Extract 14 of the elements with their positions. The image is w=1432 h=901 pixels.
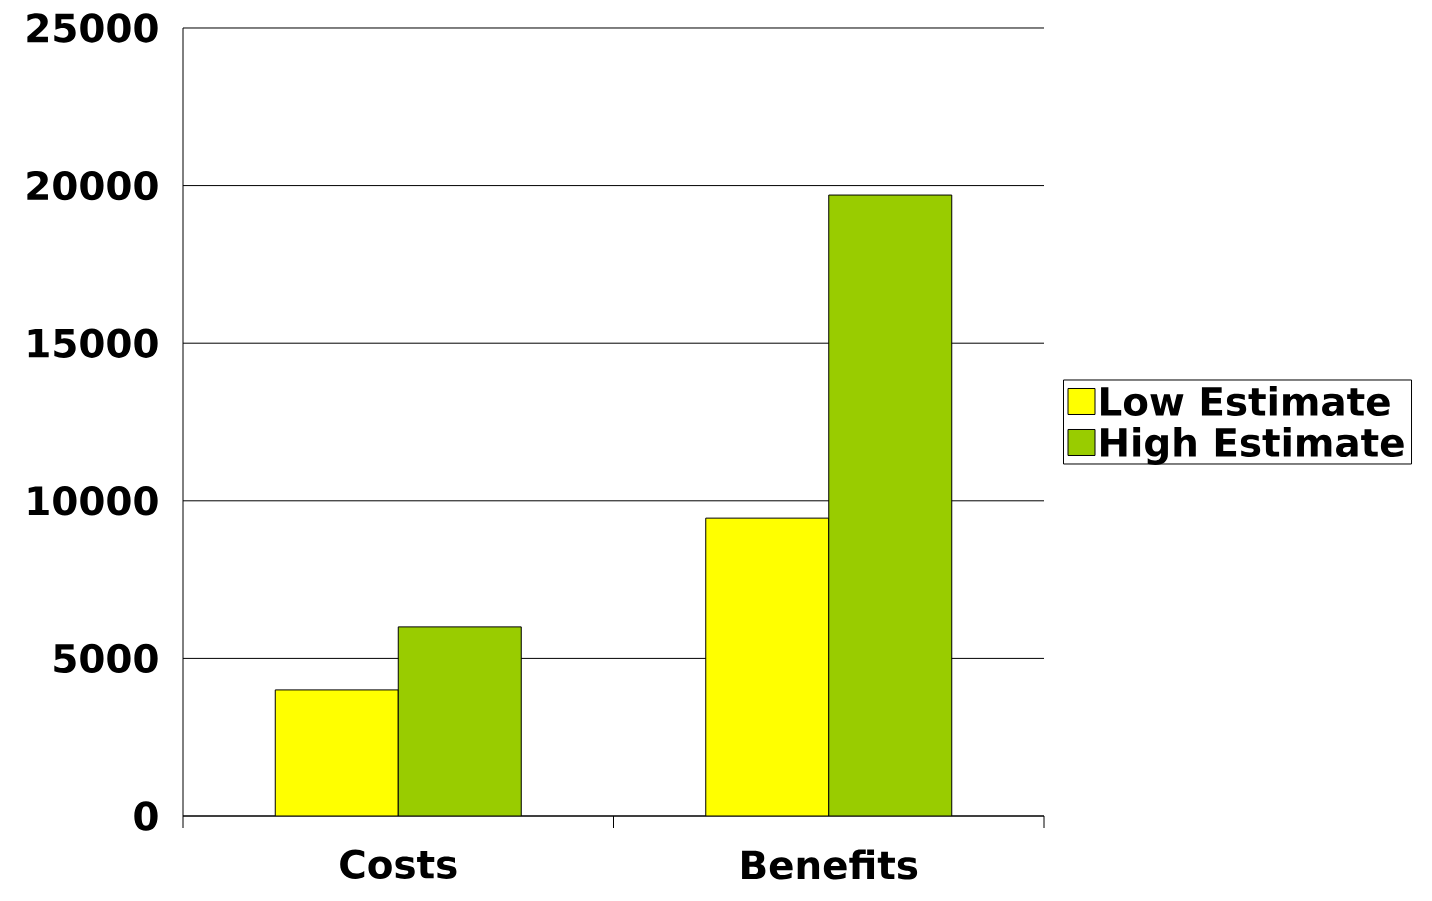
bar <box>397 626 522 816</box>
y-tick-label: 20000 <box>27 170 158 201</box>
bar <box>828 194 953 816</box>
y-tick-label: 5000 <box>54 643 158 674</box>
bar <box>705 517 830 816</box>
x-tick-label: Costs <box>340 849 457 879</box>
legend-label: Low Estimate <box>1101 385 1390 417</box>
y-tick-label: 15000 <box>28 328 158 358</box>
y-tick-label: 10000 <box>28 486 158 516</box>
x-tick-label: Benefits <box>742 849 918 880</box>
y-tick-label: 0 <box>134 801 158 831</box>
y-tick-label: 25000 <box>27 13 158 43</box>
bar <box>274 689 399 816</box>
legend-label: High Estimate <box>1101 426 1404 465</box>
